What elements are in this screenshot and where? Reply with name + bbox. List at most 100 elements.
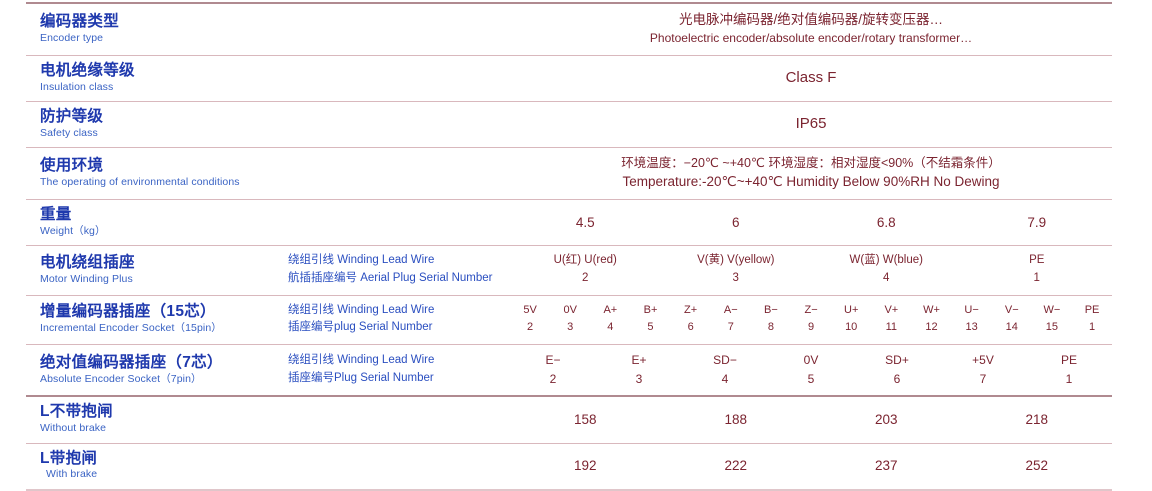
length-value: 218 bbox=[1025, 412, 1049, 427]
sub-label-winding-lead-wire: 绕组引线 Winding Lead Wire bbox=[288, 303, 435, 316]
label-en: Insulation class bbox=[40, 80, 114, 93]
pin-number: 11 bbox=[885, 321, 898, 334]
wire-name: PE bbox=[1029, 254, 1045, 267]
label-cn: 增量编码器插座（15芯） bbox=[40, 303, 216, 321]
weight-value: 6 bbox=[731, 214, 740, 230]
wire-name: W− bbox=[1043, 304, 1061, 317]
wire-name-row: 5V 0V A+ B+ Z+ A− B− Z− U+ V+ W+ U− bbox=[510, 302, 1112, 319]
pin-number: 8 bbox=[767, 321, 774, 334]
wire-name: 0V bbox=[803, 353, 819, 368]
sub-label-winding-lead-wire: 绕组引线 Winding Lead Wire bbox=[288, 254, 435, 267]
incremental-encoder-pin-table: 5V 0V A+ B+ Z+ A− B− Z− U+ V+ W+ U− bbox=[510, 302, 1112, 336]
pin-number: 1 bbox=[1088, 321, 1096, 334]
value-cn: 环境温度：−20℃ ~+40℃ 环境湿度：相对湿度<90%（不结霜条件） bbox=[621, 155, 1001, 170]
pin-number: 5 bbox=[647, 321, 654, 334]
wire-name: B− bbox=[764, 304, 778, 317]
sub-label-plug-serial-number: 航插插座编号 Aerial Plug Serial Number bbox=[288, 271, 493, 284]
label-cn: 绝对值编码器插座（7芯） bbox=[40, 353, 223, 371]
row-label-incremental-encoder: 增量编码器插座（15芯） Incremental Encoder Socket（… bbox=[26, 295, 288, 345]
wire-name: SD+ bbox=[885, 353, 909, 368]
value-text: IP65 bbox=[795, 114, 827, 132]
value-en: Temperature:-20℃~+40℃ Humidity Below 90%… bbox=[622, 174, 1000, 190]
absolute-encoder-pin-table: E− E+ SD− 0V SD+ +5V PE 2 3 4 5 bbox=[510, 351, 1112, 388]
row-sub-motor-winding: 绕组引线 Winding Lead Wire 航插插座编号 Aerial Plu… bbox=[288, 246, 510, 296]
specification-table: 编码器类型 Encoder type 光电脉冲编码器/绝对值编码器/旋转变压器…… bbox=[26, 2, 1112, 491]
wire-name: A+ bbox=[603, 304, 618, 317]
wire-name: W+ bbox=[923, 304, 940, 317]
row-sub-insulation-class bbox=[288, 55, 510, 101]
row-value-length-with-brake: 192 222 237 252 bbox=[510, 443, 1112, 490]
wire-name: E− bbox=[545, 353, 561, 368]
row-label-motor-winding: 电机绕组插座 Motor Winding Plus bbox=[26, 246, 288, 296]
sub-label-plug-serial-number: 插座编号Plug Serial Number bbox=[288, 371, 434, 384]
pin-number: 12 bbox=[925, 321, 938, 334]
pin-number: 7 bbox=[727, 321, 734, 334]
length-value: 188 bbox=[724, 412, 748, 427]
wire-name: Z+ bbox=[684, 304, 698, 317]
row-sub-weight bbox=[288, 200, 510, 246]
row-value-encoder-type: 光电脉冲编码器/绝对值编码器/旋转变压器… Photoelectric enco… bbox=[510, 3, 1112, 55]
label-cn: 使用环境 bbox=[40, 156, 104, 174]
weight-value-grid: 4.5 6 6.8 7.9 bbox=[510, 215, 1112, 230]
label-en: The operating of environmental condition… bbox=[40, 175, 240, 188]
label-cn: 重量 bbox=[40, 206, 72, 224]
table-row-environment: 使用环境 The operating of environmental cond… bbox=[26, 147, 1112, 200]
wire-name: U(红) U(red) bbox=[553, 254, 617, 267]
label-cn: L带抱闸 bbox=[40, 449, 98, 467]
wire-name: V− bbox=[1004, 304, 1019, 317]
value-cn: 光电脉冲编码器/绝对值编码器/旋转变压器… bbox=[678, 12, 943, 27]
label-en: Safety class bbox=[40, 126, 98, 139]
row-value-absolute-encoder: E− E+ SD− 0V SD+ +5V PE 2 3 4 5 bbox=[510, 345, 1112, 397]
row-sub-absolute-encoder: 绕组引线 Winding Lead Wire 插座编号Plug Serial N… bbox=[288, 345, 510, 397]
label-en: Incremental Encoder Socket（15pin） bbox=[40, 322, 222, 335]
row-sub-length-without-brake bbox=[288, 396, 510, 443]
wire-name: V(黄) V(yellow) bbox=[697, 254, 775, 267]
wire-name: E+ bbox=[631, 353, 647, 368]
row-value-motor-winding: U(红) U(red) V(黄) V(yellow) W(蓝) W(blue) … bbox=[510, 246, 1112, 296]
label-cn: 电机绝缘等级 bbox=[40, 61, 135, 79]
table-row-insulation-class: 电机绝缘等级 Insulation class Class F bbox=[26, 55, 1112, 102]
pin-number: 2 bbox=[549, 371, 557, 386]
row-value-safety-class: IP65 bbox=[510, 101, 1112, 147]
row-label-insulation-class: 电机绝缘等级 Insulation class bbox=[26, 55, 288, 101]
table-row-length-with-brake: L带抱闸 With brake 192 222 237 252 bbox=[26, 443, 1112, 490]
wire-name: U+ bbox=[844, 304, 859, 317]
wire-name: PE bbox=[1084, 304, 1100, 317]
row-label-environment: 使用环境 The operating of environmental cond… bbox=[26, 147, 288, 199]
pin-number: 5 bbox=[807, 371, 815, 386]
length-value: 237 bbox=[874, 458, 898, 474]
wire-name-row: U(红) U(red) V(黄) V(yellow) W(蓝) W(blue) … bbox=[510, 252, 1112, 270]
wire-name: U− bbox=[964, 304, 979, 317]
row-value-weight: 4.5 6 6.8 7.9 bbox=[510, 200, 1112, 246]
length-value: 203 bbox=[874, 412, 898, 427]
pin-number: 15 bbox=[1045, 321, 1059, 334]
pin-number: 7 bbox=[979, 371, 987, 386]
row-value-insulation-class: Class F bbox=[510, 55, 1112, 101]
label-cn: L不带抱闸 bbox=[40, 403, 113, 421]
weight-value: 6.8 bbox=[876, 214, 896, 230]
wire-name: V+ bbox=[884, 304, 899, 317]
pin-number: 1 bbox=[1065, 371, 1073, 386]
label-cn: 编码器类型 bbox=[40, 12, 120, 30]
table-row-length-without-brake: L不带抱闸 Without brake 158 188 203 218 bbox=[26, 396, 1112, 444]
length-value-grid: 158 188 203 218 bbox=[510, 412, 1112, 427]
table-row-absolute-encoder: 绝对值编码器插座（7芯） Absolute Encoder Socket（7pi… bbox=[26, 345, 1112, 397]
pin-number: 13 bbox=[965, 321, 978, 334]
pin-number: 3 bbox=[635, 371, 643, 386]
pin-number: 10 bbox=[845, 321, 858, 334]
pin-number-row: 2 3 4 5 6 7 1 bbox=[510, 370, 1112, 389]
row-value-incremental-encoder: 5V 0V A+ B+ Z+ A− B− Z− U+ V+ W+ U− bbox=[510, 295, 1112, 345]
length-value-grid: 192 222 237 252 bbox=[510, 458, 1112, 473]
motor-winding-pin-table: U(红) U(red) V(黄) V(yellow) W(蓝) W(blue) … bbox=[510, 252, 1112, 288]
row-label-absolute-encoder: 绝对值编码器插座（7芯） Absolute Encoder Socket（7pi… bbox=[26, 345, 288, 397]
row-label-encoder-type: 编码器类型 Encoder type bbox=[26, 3, 288, 55]
pin-number: 3 bbox=[732, 271, 739, 284]
pin-number-row: 2 3 4 1 bbox=[510, 270, 1112, 288]
wire-name: W(蓝) W(blue) bbox=[849, 254, 923, 267]
pin-number-row: 2 3 4 5 6 7 8 9 10 11 12 13 14 bbox=[510, 319, 1112, 336]
label-en: Weight（kg） bbox=[40, 224, 106, 237]
wire-name: Z− bbox=[804, 304, 818, 317]
row-sub-encoder-type bbox=[288, 3, 510, 55]
pin-number: 3 bbox=[567, 321, 574, 334]
